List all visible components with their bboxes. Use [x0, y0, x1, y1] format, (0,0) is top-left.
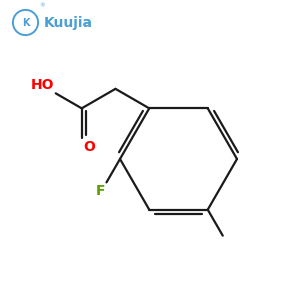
Text: Kuujia: Kuujia: [44, 16, 92, 29]
Text: ®: ®: [40, 3, 45, 8]
Text: K: K: [22, 17, 29, 28]
Text: F: F: [95, 184, 105, 198]
Text: HO: HO: [31, 78, 54, 92]
Text: O: O: [83, 140, 95, 154]
